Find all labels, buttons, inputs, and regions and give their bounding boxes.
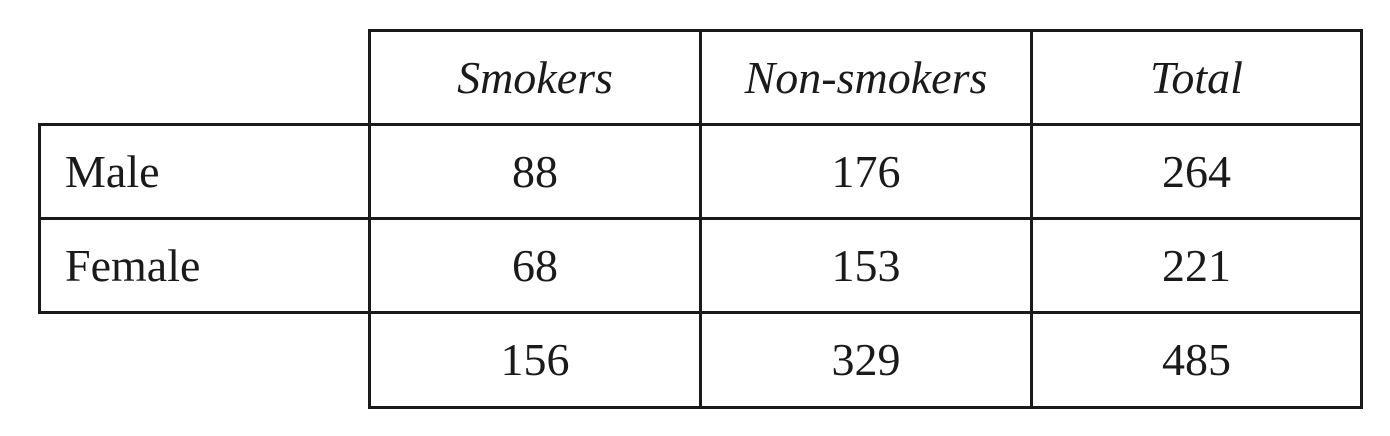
cell-total-smokers: 156 <box>500 334 570 385</box>
row-label-male: Male <box>65 145 160 197</box>
column-header-non-smokers: Non-smokers <box>744 51 988 103</box>
cell-grand-total: 485 <box>1162 334 1231 385</box>
row-label-female: Female <box>65 239 201 291</box>
cell-female-total: 221 <box>1162 239 1231 291</box>
cell-female-non-smokers: 153 <box>831 239 901 291</box>
cell-male-total: 264 <box>1162 145 1231 197</box>
grid-line-col2 <box>699 29 702 409</box>
grid-line-bottom <box>368 406 1363 409</box>
grid-line-top <box>368 29 1363 32</box>
grid-line-col3 <box>1030 29 1033 409</box>
grid-line-right <box>1360 29 1363 409</box>
grid-line-col1 <box>368 29 371 409</box>
column-header-smokers: Smokers <box>457 51 613 103</box>
cell-total-non-smokers: 329 <box>831 334 901 385</box>
grid-line-left <box>38 123 41 314</box>
column-header-total: Total <box>1150 51 1243 103</box>
cell-male-smokers: 88 <box>512 145 558 197</box>
cell-female-smokers: 68 <box>512 239 558 291</box>
cell-male-non-smokers: 176 <box>831 145 901 197</box>
